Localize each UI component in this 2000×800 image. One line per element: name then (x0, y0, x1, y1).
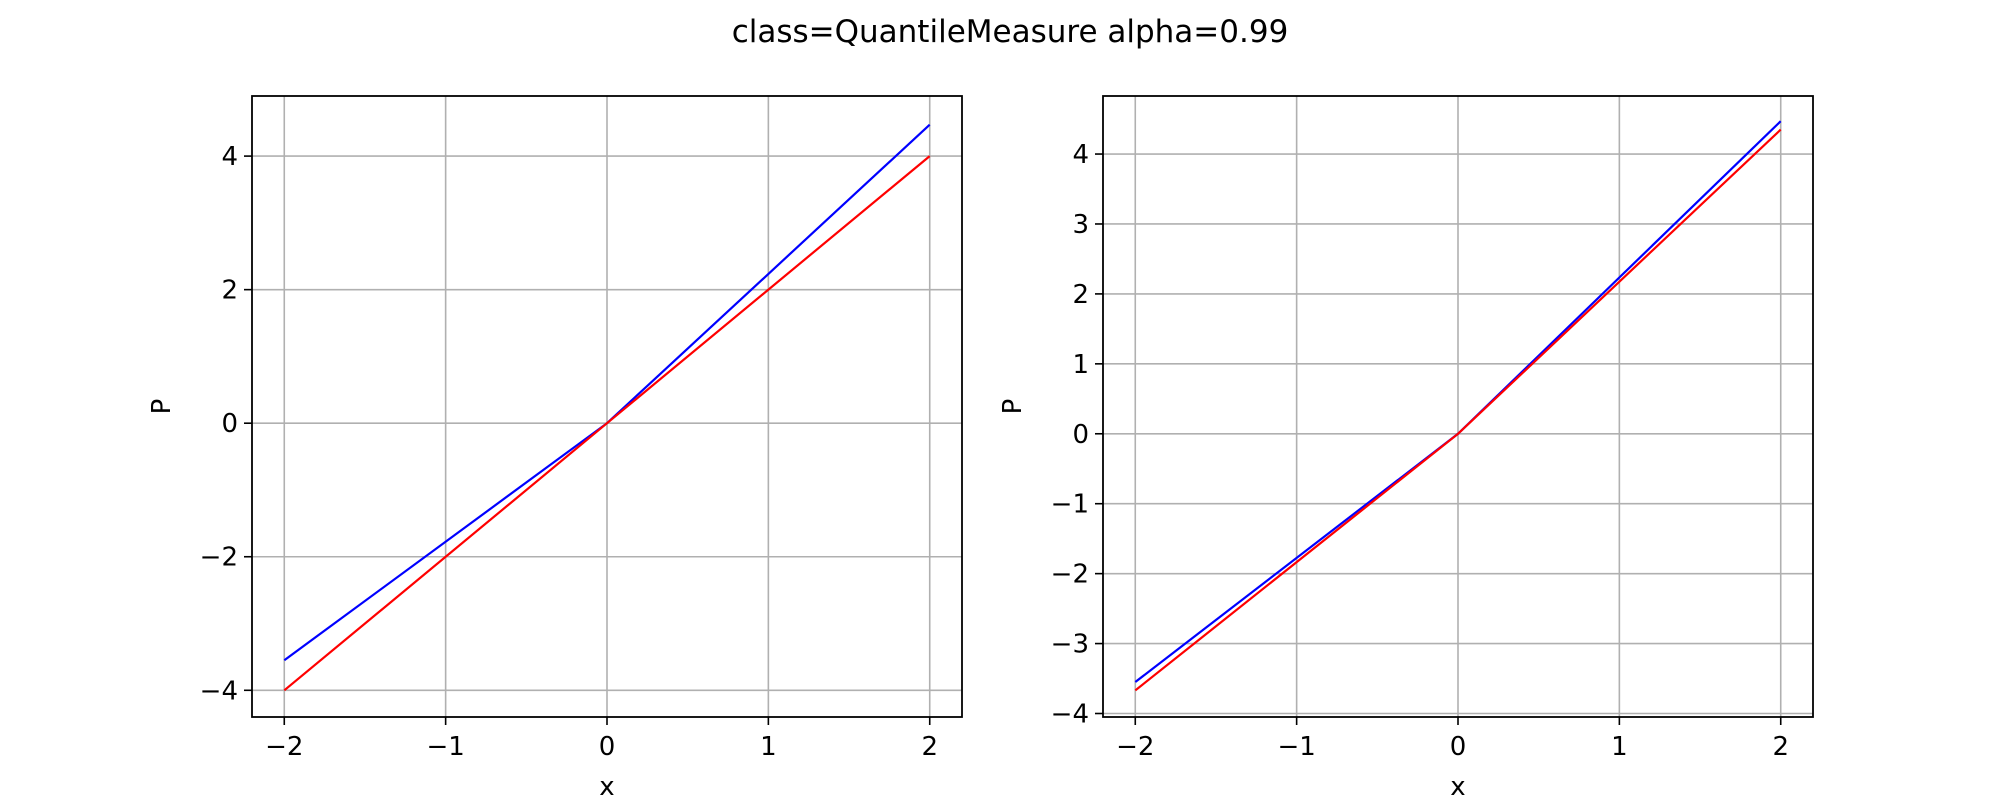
x-tick-label: 0 (1450, 732, 1467, 762)
y-tick-label: 0 (221, 409, 238, 439)
x-tick-label: −2 (265, 732, 303, 762)
series-line-red (283, 155, 931, 692)
y-tick-label: 0 (1072, 420, 1089, 450)
y-tick-label: 3 (1072, 210, 1089, 240)
y-tick-label: −4 (1051, 700, 1089, 730)
subplot-1: −2 −1 0 1 2 −4 −2 0 2 4 x P (147, 95, 963, 800)
y-tick-label: 2 (221, 276, 238, 306)
y-tick-label: −2 (200, 543, 238, 573)
y-tick-label: −2 (1051, 560, 1089, 590)
y-axis-label: P (147, 399, 177, 415)
subplot-2: −2 −1 0 1 2 −4 −3 −2 −1 0 1 2 3 4 x P (998, 95, 1814, 800)
series-line-red (1134, 128, 1782, 692)
y-tick-label: 2 (1072, 280, 1089, 310)
x-tick-label: −1 (426, 732, 464, 762)
x-tick-label: −1 (1277, 732, 1315, 762)
y-tick-label: −4 (200, 676, 238, 706)
y-tick-label: −1 (1051, 490, 1089, 520)
x-tick-label: 2 (1772, 732, 1789, 762)
y-tick-label: −3 (1051, 630, 1089, 660)
x-tick-label: 1 (760, 732, 777, 762)
x-axis-label: x (1450, 772, 1465, 800)
x-axis-label: x (599, 772, 614, 800)
y-axis-label: P (998, 399, 1028, 415)
x-tick-label: 1 (1611, 732, 1628, 762)
y-tick-label: 1 (1072, 350, 1089, 380)
figure-title: class=QuantileMeasure alpha=0.99 (732, 14, 1289, 50)
y-tick-label: 4 (1072, 140, 1089, 170)
x-tick-label: 0 (599, 732, 616, 762)
x-tick-label: −2 (1116, 732, 1154, 762)
x-tick-label: 2 (921, 732, 938, 762)
y-tick-label: 4 (221, 142, 238, 172)
